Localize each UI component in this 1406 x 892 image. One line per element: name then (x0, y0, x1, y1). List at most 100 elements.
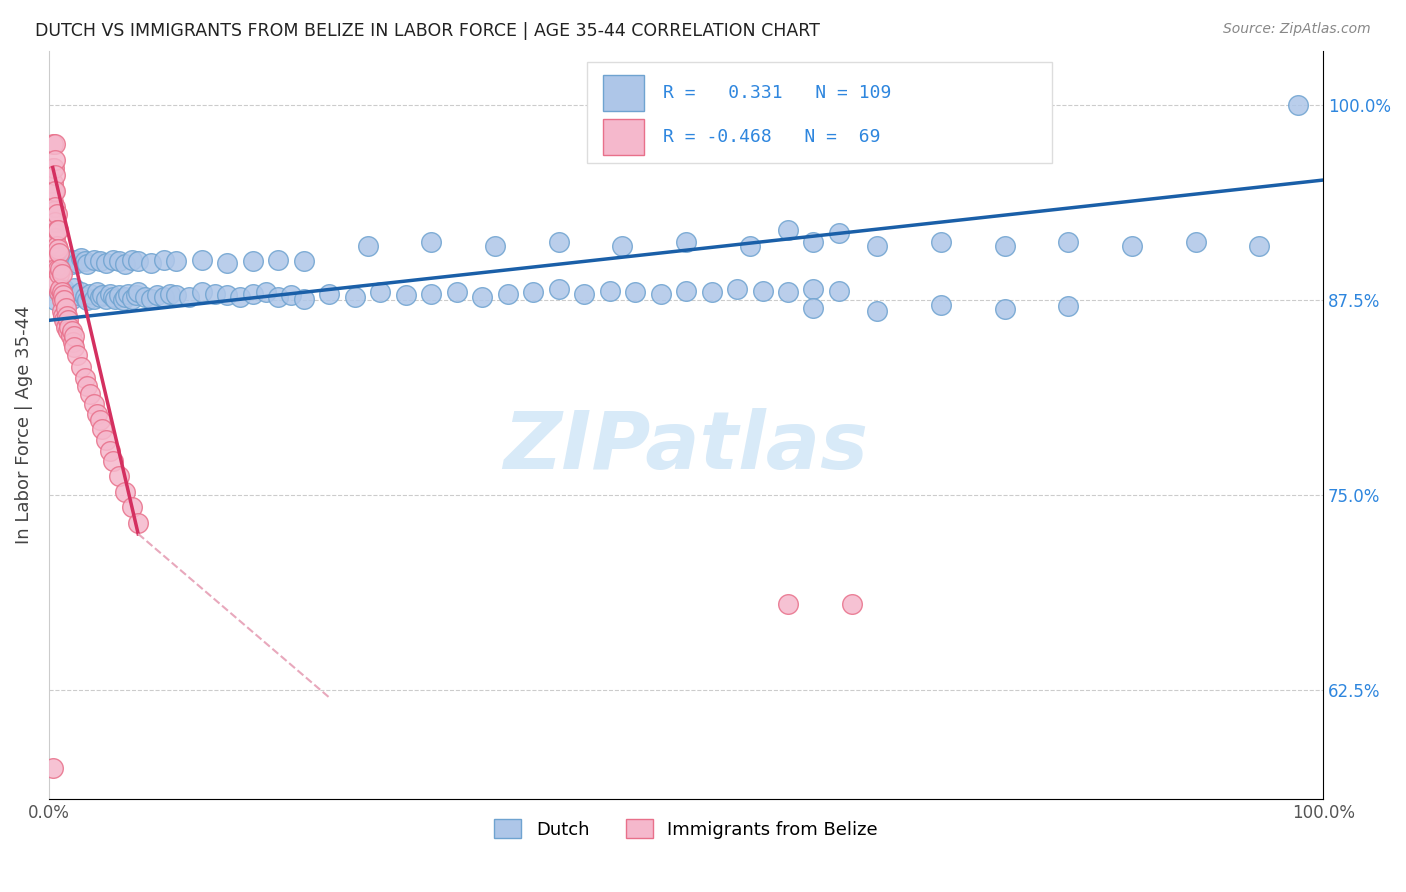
Point (267, 290, 290, 304)
Point (63, 340, 86, 354)
Point (48, 254, 70, 268)
Point (79, 386, 101, 401)
Point (98, 286, 121, 301)
Point (46, 261, 69, 276)
Point (44, 277, 66, 292)
Point (66, 348, 89, 362)
Point (44, 169, 66, 183)
Point (929, 235, 952, 250)
Point (51, 267, 73, 281)
Point (51, 288, 73, 302)
Point (48, 285, 70, 300)
Point (86, 407, 108, 421)
Text: DUTCH VS IMMIGRANTS FROM BELIZE IN LABOR FORCE | AGE 35-44 CORRELATION CHART: DUTCH VS IMMIGRANTS FROM BELIZE IN LABOR… (35, 22, 820, 40)
Point (1057, 235, 1080, 250)
Point (48, 267, 70, 281)
Point (146, 288, 169, 302)
Point (254, 285, 277, 300)
Point (76, 257, 98, 271)
Point (191, 252, 214, 267)
Text: ZIPatlas: ZIPatlas (503, 409, 869, 486)
Point (152, 252, 174, 267)
Point (91, 422, 114, 436)
Point (127, 254, 149, 268)
Point (79, 286, 101, 301)
Point (121, 252, 143, 267)
Point (44, 153, 66, 167)
Point (127, 285, 149, 300)
Point (46, 242, 69, 256)
Point (1057, 299, 1080, 313)
Point (1286, 98, 1309, 112)
Point (51, 304, 73, 318)
Point (56, 254, 79, 268)
Point (76, 379, 98, 393)
Point (96, 292, 118, 306)
Point (318, 286, 340, 301)
Point (44, 246, 66, 260)
Point (152, 290, 174, 304)
Point (69, 251, 91, 265)
Point (63, 280, 86, 294)
Point (42, 161, 65, 175)
Point (1121, 238, 1143, 252)
Point (42, 176, 65, 190)
Point (73, 290, 96, 304)
Y-axis label: In Labor Force | Age 35-44: In Labor Force | Age 35-44 (15, 305, 32, 544)
Point (44, 184, 66, 198)
Point (83, 292, 105, 306)
Point (108, 469, 131, 483)
Point (83, 397, 105, 411)
Point (51, 293, 73, 307)
Point (89, 290, 111, 304)
Point (751, 284, 773, 298)
Point (134, 290, 156, 304)
Point (675, 284, 697, 298)
Point (139, 255, 162, 269)
Point (1184, 235, 1206, 250)
Point (994, 238, 1017, 252)
Point (242, 286, 264, 301)
Point (725, 282, 748, 296)
Point (522, 285, 544, 300)
Point (44, 261, 66, 276)
Point (45, 223, 67, 237)
Legend: Dutch, Immigrants from Belize: Dutch, Immigrants from Belize (488, 812, 884, 846)
Point (63, 329, 86, 343)
Text: Source: ZipAtlas.com: Source: ZipAtlas.com (1223, 22, 1371, 37)
Point (60, 257, 83, 271)
Point (44, 200, 66, 214)
Point (117, 286, 139, 301)
Point (124, 288, 146, 302)
Point (738, 238, 761, 252)
Point (572, 286, 595, 301)
Point (86, 285, 108, 300)
Point (83, 252, 105, 267)
Point (44, 293, 66, 307)
Point (159, 286, 181, 301)
Point (356, 238, 378, 252)
Point (60, 292, 83, 306)
Point (496, 286, 519, 301)
Point (217, 288, 239, 302)
Point (96, 434, 118, 448)
Point (229, 290, 252, 304)
Point (803, 282, 825, 296)
Point (700, 285, 723, 300)
Point (650, 286, 672, 301)
Point (420, 235, 443, 250)
Point (44, 137, 66, 152)
Point (53, 251, 76, 265)
Point (624, 285, 647, 300)
Point (53, 313, 76, 327)
Point (66, 255, 89, 269)
Point (114, 484, 136, 499)
Point (179, 290, 201, 304)
Point (599, 284, 621, 298)
Point (42, 204, 65, 219)
Point (242, 254, 264, 268)
Point (45, 207, 67, 221)
Point (73, 254, 96, 268)
Text: R =   0.331   N = 109: R = 0.331 N = 109 (664, 85, 891, 103)
Point (42, 226, 65, 240)
